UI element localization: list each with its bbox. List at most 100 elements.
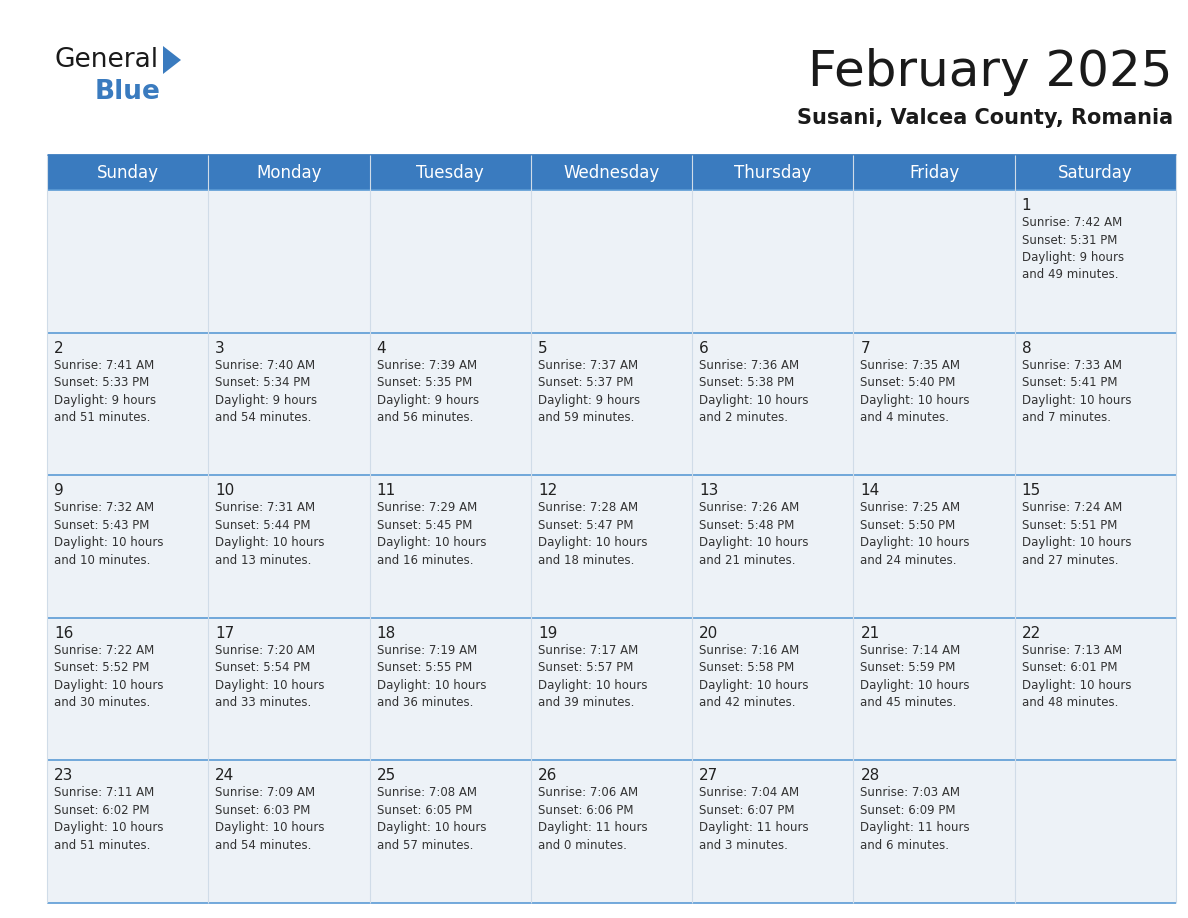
Text: 26: 26: [538, 768, 557, 783]
Bar: [208, 155, 369, 190]
Text: 11: 11: [377, 483, 396, 498]
Text: Blue: Blue: [95, 79, 160, 105]
Bar: [48, 190, 208, 332]
Text: Sunrise: 7:39 AM
Sunset: 5:35 PM
Daylight: 9 hours
and 56 minutes.: Sunrise: 7:39 AM Sunset: 5:35 PM Dayligh…: [377, 359, 479, 424]
Text: Sunrise: 7:13 AM
Sunset: 6:01 PM
Daylight: 10 hours
and 48 minutes.: Sunrise: 7:13 AM Sunset: 6:01 PM Dayligh…: [1022, 644, 1131, 710]
Text: Sunrise: 7:14 AM
Sunset: 5:59 PM
Daylight: 10 hours
and 45 minutes.: Sunrise: 7:14 AM Sunset: 5:59 PM Dayligh…: [860, 644, 969, 710]
Text: 12: 12: [538, 483, 557, 498]
Bar: [208, 332, 369, 476]
Text: 9: 9: [53, 483, 64, 498]
Text: Wednesday: Wednesday: [563, 163, 659, 182]
Bar: [531, 155, 693, 190]
Text: 15: 15: [1022, 483, 1041, 498]
Text: February 2025: February 2025: [809, 48, 1173, 96]
Bar: [1015, 618, 1176, 760]
Text: Sunrise: 7:41 AM
Sunset: 5:33 PM
Daylight: 9 hours
and 51 minutes.: Sunrise: 7:41 AM Sunset: 5:33 PM Dayligh…: [53, 359, 156, 424]
Text: 28: 28: [860, 768, 879, 783]
Text: 1: 1: [1022, 198, 1031, 213]
Bar: [208, 618, 369, 760]
Text: 19: 19: [538, 626, 557, 641]
Text: Tuesday: Tuesday: [416, 163, 484, 182]
Text: Sunrise: 7:25 AM
Sunset: 5:50 PM
Daylight: 10 hours
and 24 minutes.: Sunrise: 7:25 AM Sunset: 5:50 PM Dayligh…: [860, 501, 969, 566]
Text: Sunrise: 7:28 AM
Sunset: 5:47 PM
Daylight: 10 hours
and 18 minutes.: Sunrise: 7:28 AM Sunset: 5:47 PM Dayligh…: [538, 501, 647, 566]
Text: Sunrise: 7:35 AM
Sunset: 5:40 PM
Daylight: 10 hours
and 4 minutes.: Sunrise: 7:35 AM Sunset: 5:40 PM Dayligh…: [860, 359, 969, 424]
Text: 27: 27: [700, 768, 719, 783]
Bar: [693, 332, 853, 476]
Bar: [48, 760, 208, 903]
Bar: [531, 190, 693, 332]
Text: 8: 8: [1022, 341, 1031, 355]
Bar: [1015, 760, 1176, 903]
Text: Sunrise: 7:20 AM
Sunset: 5:54 PM
Daylight: 10 hours
and 33 minutes.: Sunrise: 7:20 AM Sunset: 5:54 PM Dayligh…: [215, 644, 324, 710]
Bar: [853, 760, 1015, 903]
Bar: [693, 618, 853, 760]
Text: 22: 22: [1022, 626, 1041, 641]
Text: 14: 14: [860, 483, 879, 498]
Text: Sunrise: 7:40 AM
Sunset: 5:34 PM
Daylight: 9 hours
and 54 minutes.: Sunrise: 7:40 AM Sunset: 5:34 PM Dayligh…: [215, 359, 317, 424]
Bar: [1015, 155, 1176, 190]
Bar: [48, 618, 208, 760]
Bar: [531, 760, 693, 903]
Bar: [853, 332, 1015, 476]
Text: 2: 2: [53, 341, 64, 355]
Text: Monday: Monday: [257, 163, 322, 182]
Text: 13: 13: [700, 483, 719, 498]
Bar: [853, 618, 1015, 760]
Text: Sunrise: 7:06 AM
Sunset: 6:06 PM
Daylight: 11 hours
and 0 minutes.: Sunrise: 7:06 AM Sunset: 6:06 PM Dayligh…: [538, 787, 647, 852]
Text: Saturday: Saturday: [1059, 163, 1132, 182]
Text: Sunrise: 7:42 AM
Sunset: 5:31 PM
Daylight: 9 hours
and 49 minutes.: Sunrise: 7:42 AM Sunset: 5:31 PM Dayligh…: [1022, 216, 1124, 282]
Text: Sunrise: 7:22 AM
Sunset: 5:52 PM
Daylight: 10 hours
and 30 minutes.: Sunrise: 7:22 AM Sunset: 5:52 PM Dayligh…: [53, 644, 164, 710]
Text: Sunday: Sunday: [96, 163, 159, 182]
Text: Sunrise: 7:03 AM
Sunset: 6:09 PM
Daylight: 11 hours
and 6 minutes.: Sunrise: 7:03 AM Sunset: 6:09 PM Dayligh…: [860, 787, 971, 852]
Text: General: General: [55, 47, 159, 73]
Text: 4: 4: [377, 341, 386, 355]
Text: Sunrise: 7:16 AM
Sunset: 5:58 PM
Daylight: 10 hours
and 42 minutes.: Sunrise: 7:16 AM Sunset: 5:58 PM Dayligh…: [700, 644, 809, 710]
Bar: [693, 476, 853, 618]
Text: 21: 21: [860, 626, 879, 641]
Text: Sunrise: 7:19 AM
Sunset: 5:55 PM
Daylight: 10 hours
and 36 minutes.: Sunrise: 7:19 AM Sunset: 5:55 PM Dayligh…: [377, 644, 486, 710]
Text: Sunrise: 7:04 AM
Sunset: 6:07 PM
Daylight: 11 hours
and 3 minutes.: Sunrise: 7:04 AM Sunset: 6:07 PM Dayligh…: [700, 787, 809, 852]
Text: 10: 10: [215, 483, 234, 498]
Bar: [693, 190, 853, 332]
Text: Sunrise: 7:09 AM
Sunset: 6:03 PM
Daylight: 10 hours
and 54 minutes.: Sunrise: 7:09 AM Sunset: 6:03 PM Dayligh…: [215, 787, 324, 852]
Bar: [208, 190, 369, 332]
Text: Sunrise: 7:37 AM
Sunset: 5:37 PM
Daylight: 9 hours
and 59 minutes.: Sunrise: 7:37 AM Sunset: 5:37 PM Dayligh…: [538, 359, 640, 424]
Bar: [48, 476, 208, 618]
Text: 18: 18: [377, 626, 396, 641]
Text: Sunrise: 7:32 AM
Sunset: 5:43 PM
Daylight: 10 hours
and 10 minutes.: Sunrise: 7:32 AM Sunset: 5:43 PM Dayligh…: [53, 501, 164, 566]
Bar: [369, 618, 531, 760]
Bar: [1015, 332, 1176, 476]
Text: 25: 25: [377, 768, 396, 783]
Text: Thursday: Thursday: [734, 163, 811, 182]
Bar: [369, 190, 531, 332]
Text: Sunrise: 7:31 AM
Sunset: 5:44 PM
Daylight: 10 hours
and 13 minutes.: Sunrise: 7:31 AM Sunset: 5:44 PM Dayligh…: [215, 501, 324, 566]
Bar: [1015, 190, 1176, 332]
Bar: [369, 155, 531, 190]
Bar: [693, 760, 853, 903]
Text: Sunrise: 7:17 AM
Sunset: 5:57 PM
Daylight: 10 hours
and 39 minutes.: Sunrise: 7:17 AM Sunset: 5:57 PM Dayligh…: [538, 644, 647, 710]
Text: Susani, Valcea County, Romania: Susani, Valcea County, Romania: [797, 108, 1173, 128]
Bar: [1015, 476, 1176, 618]
Text: Sunrise: 7:24 AM
Sunset: 5:51 PM
Daylight: 10 hours
and 27 minutes.: Sunrise: 7:24 AM Sunset: 5:51 PM Dayligh…: [1022, 501, 1131, 566]
Bar: [853, 476, 1015, 618]
Bar: [48, 155, 208, 190]
Text: Sunrise: 7:33 AM
Sunset: 5:41 PM
Daylight: 10 hours
and 7 minutes.: Sunrise: 7:33 AM Sunset: 5:41 PM Dayligh…: [1022, 359, 1131, 424]
Text: 17: 17: [215, 626, 234, 641]
Text: 20: 20: [700, 626, 719, 641]
Bar: [369, 760, 531, 903]
Text: 5: 5: [538, 341, 548, 355]
Text: Friday: Friday: [909, 163, 959, 182]
Text: Sunrise: 7:26 AM
Sunset: 5:48 PM
Daylight: 10 hours
and 21 minutes.: Sunrise: 7:26 AM Sunset: 5:48 PM Dayligh…: [700, 501, 809, 566]
Text: Sunrise: 7:08 AM
Sunset: 6:05 PM
Daylight: 10 hours
and 57 minutes.: Sunrise: 7:08 AM Sunset: 6:05 PM Dayligh…: [377, 787, 486, 852]
Text: 7: 7: [860, 341, 870, 355]
Bar: [369, 476, 531, 618]
Bar: [853, 155, 1015, 190]
Text: Sunrise: 7:11 AM
Sunset: 6:02 PM
Daylight: 10 hours
and 51 minutes.: Sunrise: 7:11 AM Sunset: 6:02 PM Dayligh…: [53, 787, 164, 852]
Bar: [531, 618, 693, 760]
Text: 16: 16: [53, 626, 74, 641]
Bar: [531, 476, 693, 618]
Polygon shape: [163, 46, 181, 74]
Bar: [531, 332, 693, 476]
Text: 23: 23: [53, 768, 74, 783]
Bar: [369, 332, 531, 476]
